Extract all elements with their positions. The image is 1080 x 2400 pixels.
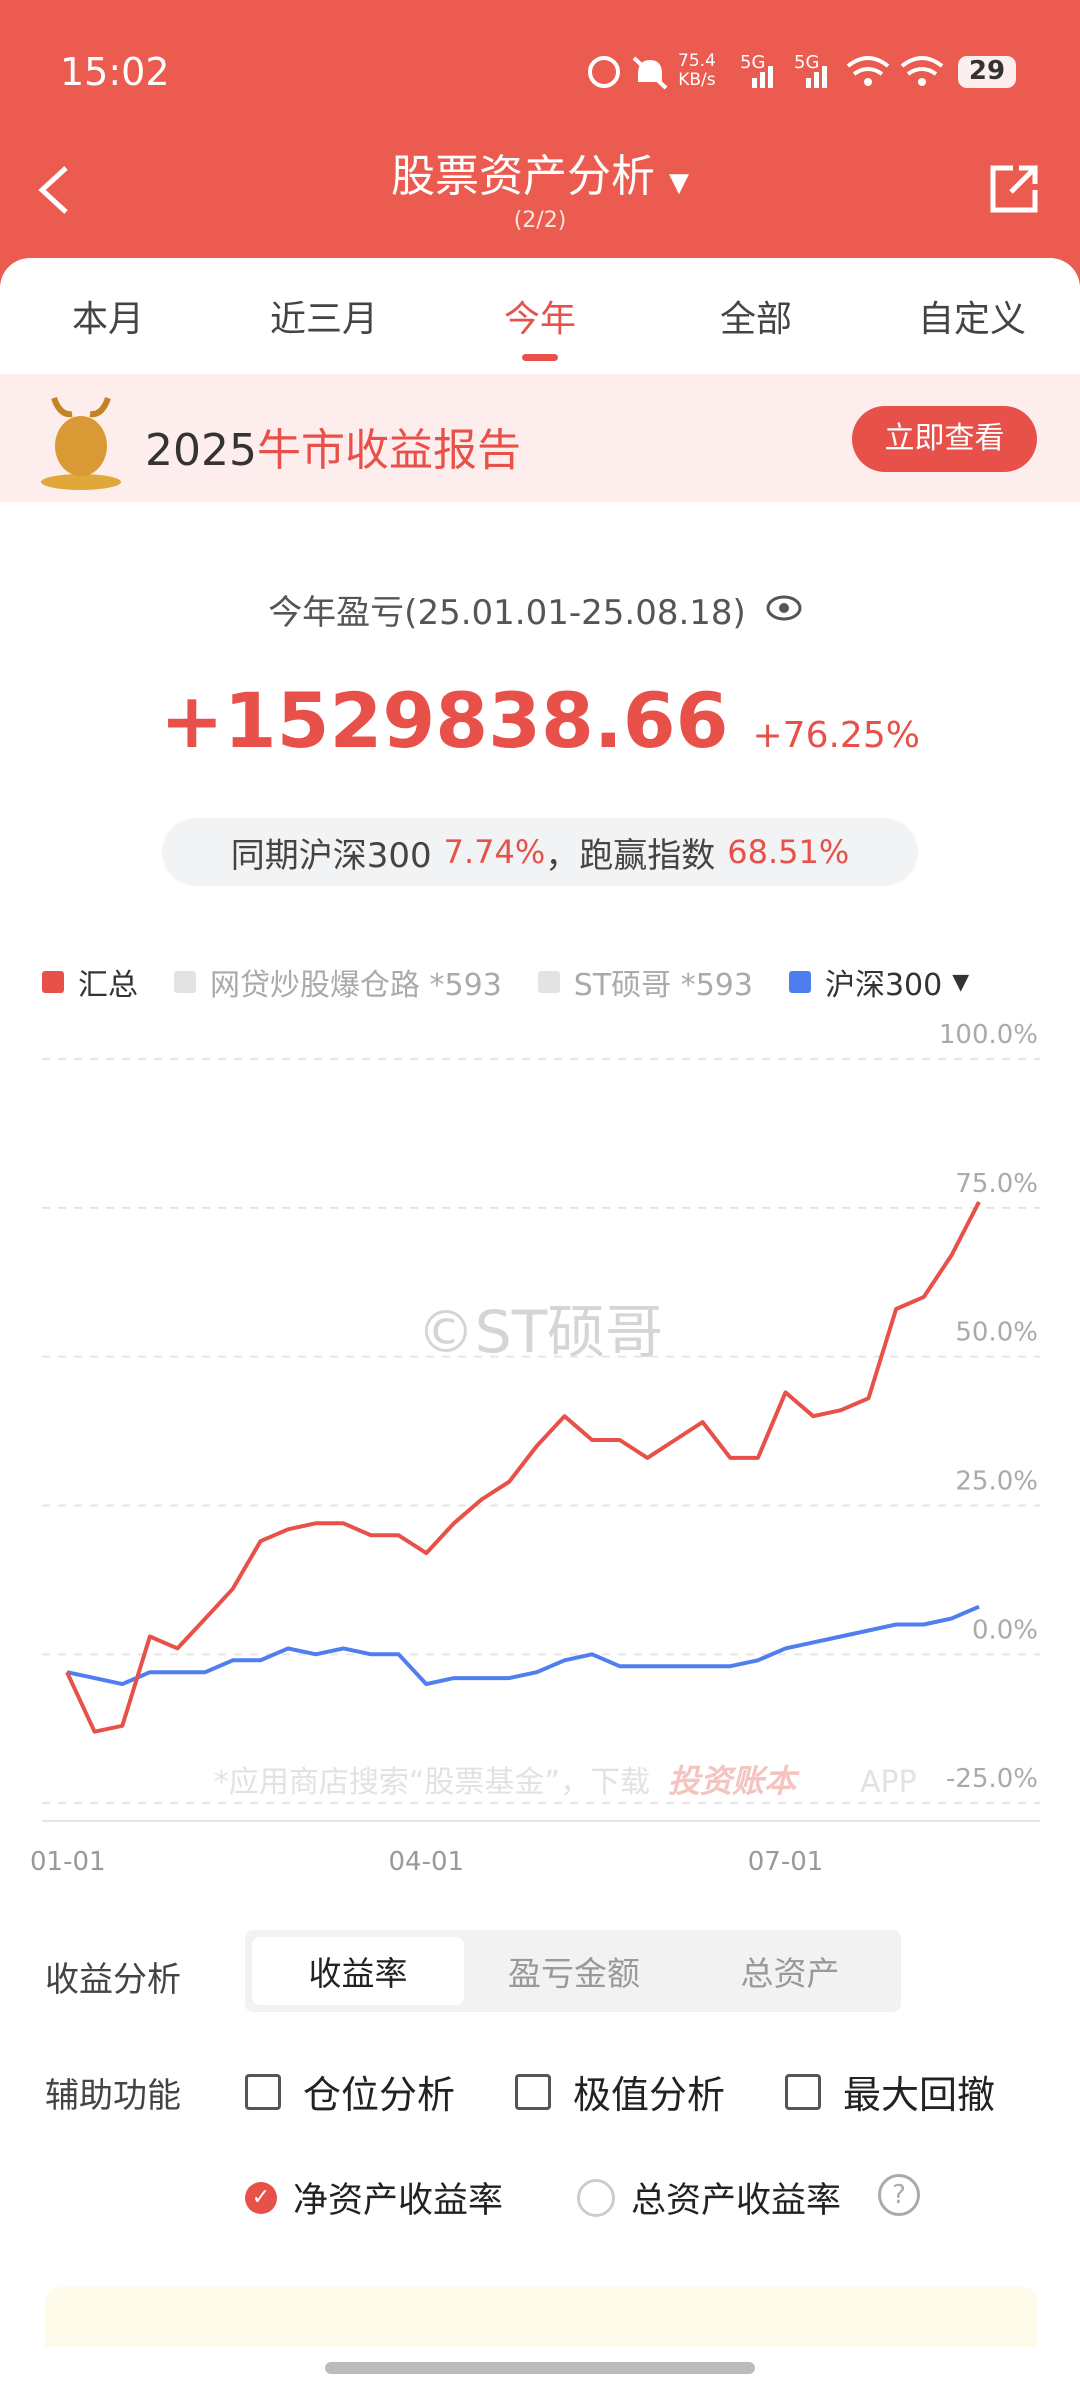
checkbox-box [515,2073,551,2110]
compare-pill: 同期沪深300 7.74% ，跑赢指数 68.51% [162,818,918,886]
banner-text: 牛市收益报告 [256,425,521,476]
y-tick-label: 0.0% [972,1615,1038,1645]
period-tab[interactable]: 全部 [719,299,792,340]
aux-label: 辅助功能 [45,2076,181,2116]
checkbox-label: 仓位分析 [303,2073,456,2117]
legend-swatch [42,971,64,993]
y-tick-label: -25.0% [946,1764,1038,1794]
x-tick-label: 01-01 [30,1847,106,1877]
eye-icon[interactable] [756,584,812,624]
legend-swatch [788,971,811,993]
help-button[interactable]: ? [878,2174,920,2216]
index-rate: 7.74% [443,833,546,871]
net-speed-unit: KB/s [678,70,716,90]
banner-title: 2025牛市收益报告 [145,414,521,478]
legend-swatch [174,971,196,993]
app-name: 投资账本 [668,1762,800,1800]
rate-radio[interactable]: 总资产收益率 [577,2172,841,2223]
legend-dropdown[interactable]: ▼ [952,969,970,995]
signal: 5G [794,52,820,73]
x-tick-label: 04-01 [388,1847,464,1877]
period-text: 今年盈亏(25.01.01-25.08.18) [268,593,746,633]
radio-dot: ✓ [245,2181,277,2214]
checkbox-box [245,2073,281,2110]
checkbox-label: 极值分析 [573,2073,726,2117]
home-indicator [325,2362,755,2374]
share-button[interactable] [985,160,1045,220]
bull-icon [41,396,121,490]
banner-button[interactable]: 立即查看 [852,406,1037,472]
beat-rate: 68.51% [727,833,850,871]
legend-label: ST硕哥 *593 [573,968,753,1003]
back-button[interactable] [30,160,80,220]
beat-label: ，跑赢指数 [545,835,716,876]
status-time: 15:02 [60,50,170,94]
signal: 5G [740,52,766,73]
series-line [65,1200,981,1734]
net-speed-value: 75.4 [678,51,716,71]
radio-label: 净资产收益率 [293,2181,504,2221]
period-tab[interactable]: 自定义 [917,299,1026,340]
checkbox-label: 最大回撤 [843,2073,996,2117]
footer-note: *应用商店搜索“股票基金”，下载 [214,1765,650,1800]
net-speed: 75.4 KB/s [678,52,716,90]
rate-radio[interactable]: ✓ 净资产收益率 [245,2172,503,2223]
y-tick-label: 75.0% [955,1169,1038,1199]
segment-option[interactable]: 盈亏金额 [508,1954,640,1993]
segment-option[interactable]: 收益率 [252,1937,464,2005]
legend-item[interactable]: ST硕哥 *593 [537,960,753,1004]
aux-checkbox[interactable]: 极值分析 [515,2064,725,2119]
legend-label: 网贷炒股爆仓路 *593 [210,968,502,1003]
info-card [45,2287,1037,2347]
battery-level: 29 [968,56,1006,86]
checkbox-box [785,2073,821,2110]
legend-item[interactable]: 沪深300 [788,960,943,1004]
legend-item[interactable]: 网贷炒股爆仓路 *593 [174,960,502,1004]
period-tab[interactable]: 今年 [503,299,576,340]
profit-amount: +1529838.66 [160,676,729,765]
app-suffix: APP [860,1765,917,1800]
content-panel [0,258,1080,2400]
tab-indicator [522,354,558,361]
y-tick-label: 25.0% [955,1466,1038,1496]
period-tab[interactable]: 近三月 [269,299,378,340]
legend-item[interactable]: 汇总 [42,960,138,1004]
aux-checkbox[interactable]: 仓位分析 [245,2064,455,2119]
page-indicator: (2/2) [513,208,567,233]
status-icons [588,56,1016,90]
radio-label: 总资产收益率 [631,2181,842,2221]
y-tick-label: 100.0% [939,1020,1038,1050]
profit-rate: +76.25% [752,715,920,756]
page-title[interactable]: 股票资产分析 ▼ [0,140,1080,204]
title-text: 股票资产分析 [391,151,655,202]
period-label: 今年盈亏(25.01.01-25.08.18) [0,584,1080,634]
radio-dot [577,2178,615,2217]
legend-swatch [537,971,560,993]
segment-option[interactable]: 总资产 [740,1954,840,1993]
profit-row: +1529838.66 +76.25% [0,676,1080,765]
legend-label: 汇总 [78,968,138,1003]
legend-label: 沪深300 [824,968,943,1003]
compare-label: 同期沪深300 [230,835,432,876]
period-tab[interactable]: 本月 [71,299,144,340]
x-tick-label: 07-01 [748,1847,824,1877]
y-tick-label: 50.0% [955,1318,1038,1348]
legend: 汇总 网贷炒股爆仓路 *593 ST硕哥 *593 沪深300 ▼ [42,960,969,1004]
chart: ©ST硕哥 *应用商店搜索“股票基金”，下载 投资账本 APP 100.0% 75… [30,1020,1040,1877]
watermark: ©ST硕哥 [417,1298,663,1366]
header-bar [0,0,1080,300]
analysis-label: 收益分析 [45,1960,181,2000]
series-line [66,1604,980,1687]
banner-year: 2025 [145,425,257,476]
dropdown-arrow: ▼ [669,168,689,198]
aux-checkbox[interactable]: 最大回撤 [785,2064,995,2119]
